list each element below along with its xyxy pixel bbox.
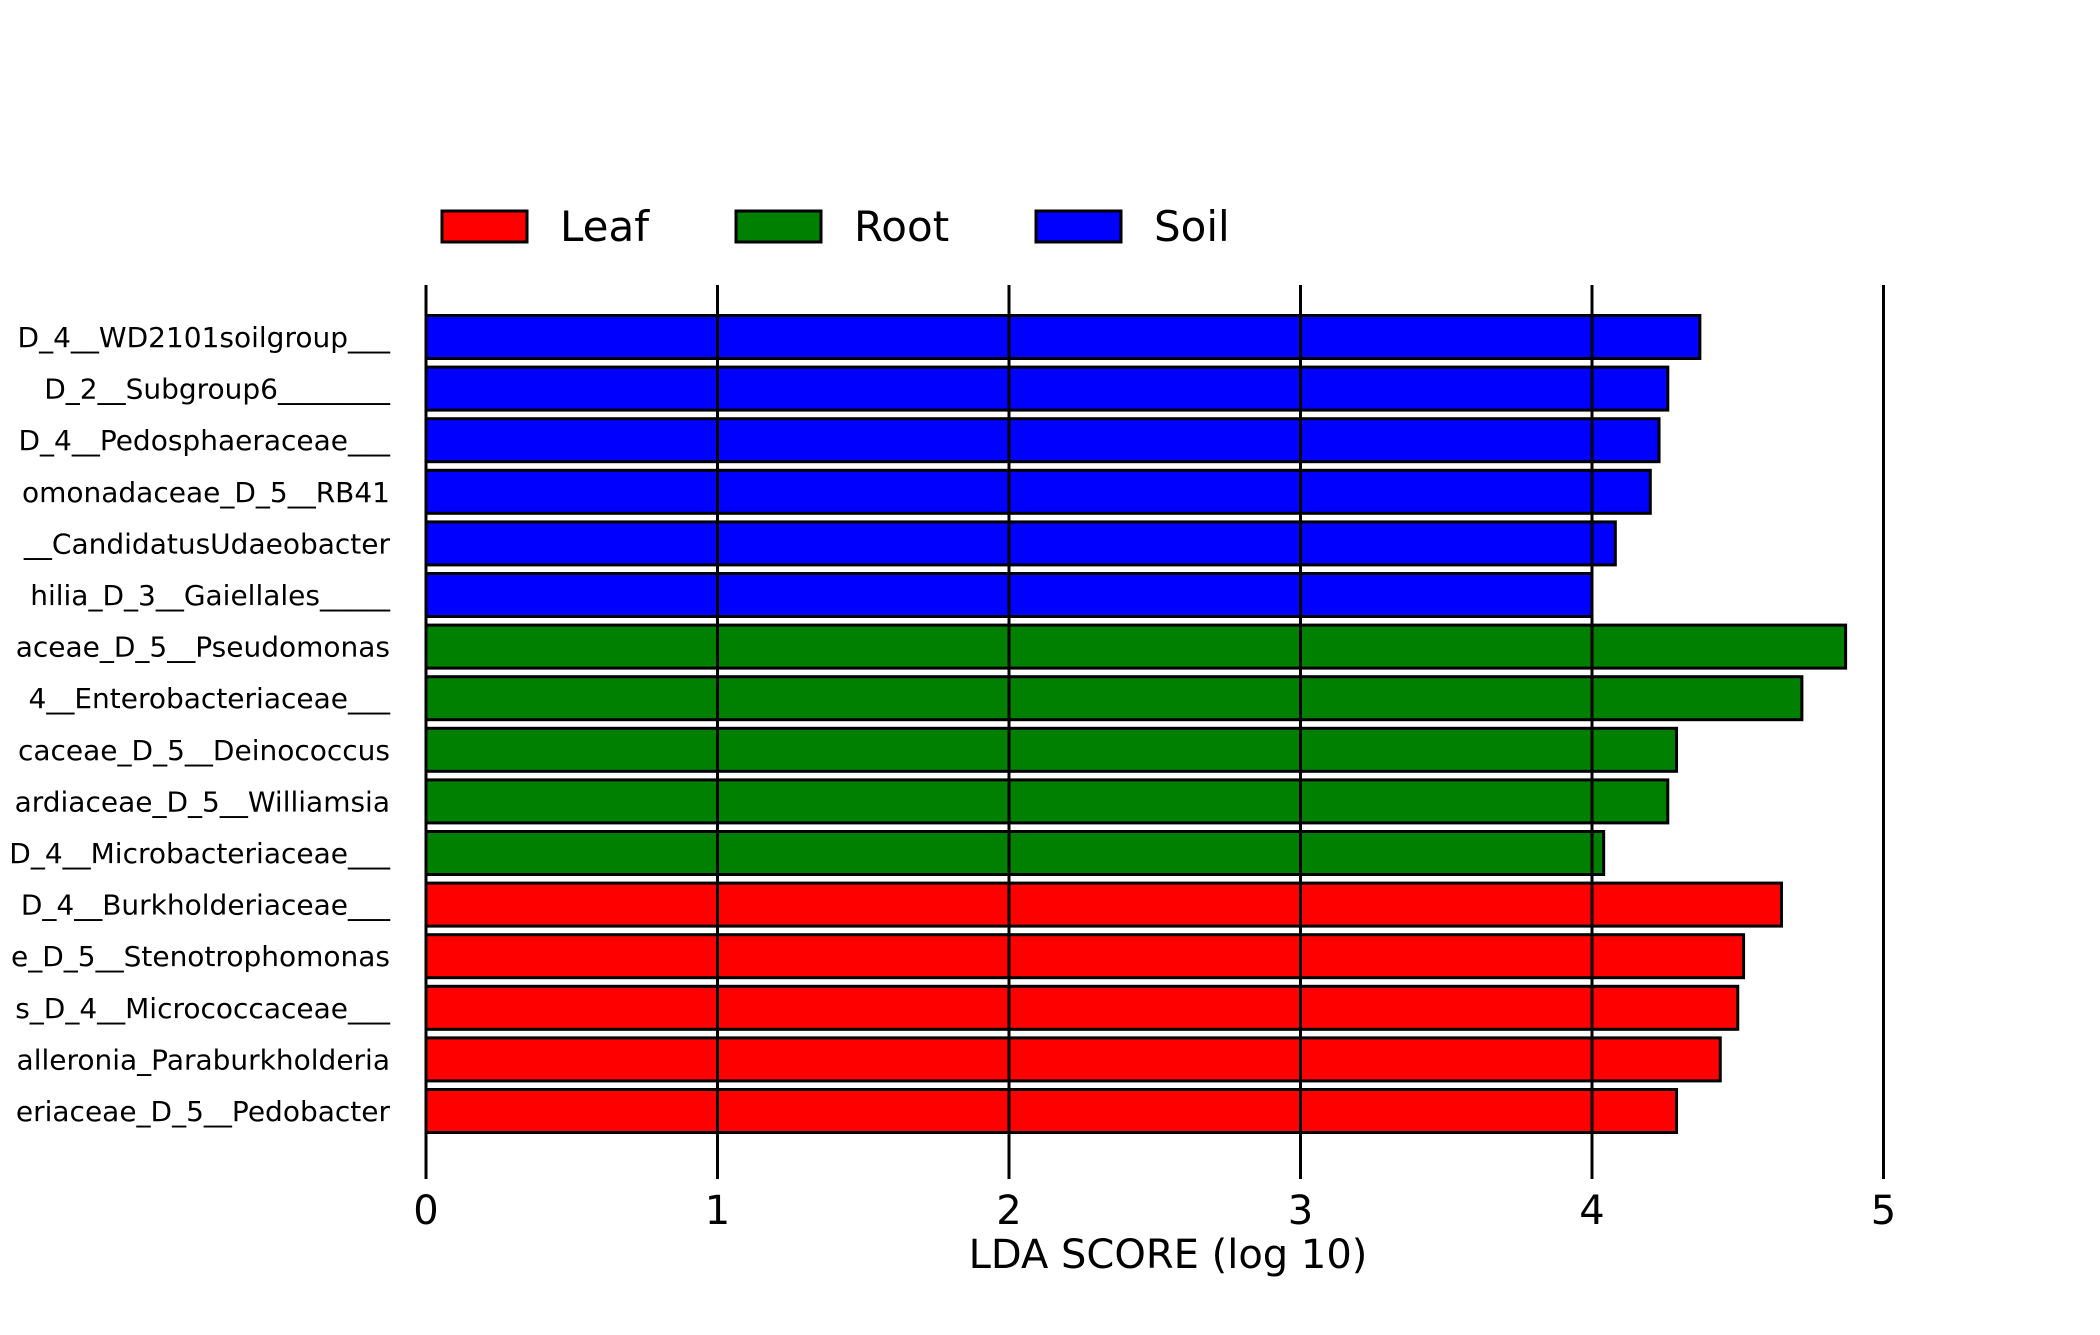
category-label: 4__Enterobacteriaceae___ — [29, 682, 391, 715]
legend-label: Root — [854, 202, 949, 251]
category-label: __CandidatusUdaeobacter — [23, 527, 391, 560]
grid-lines — [424, 285, 1885, 1165]
bar-soil — [424, 520, 1617, 567]
x-axis-title: LDA SCORE (log 10) — [969, 1232, 1368, 1278]
bar-leaf — [424, 984, 1740, 1031]
x-tick-label: 1 — [705, 1188, 730, 1234]
legend: Leaf Root Soil — [440, 202, 1230, 251]
category-label: D_4__Microbacteriaceae___ — [9, 837, 391, 870]
category-label: aceae_D_5__Pseudomonas — [16, 631, 390, 664]
x-tick-label: 0 — [413, 1188, 438, 1234]
x-tick-label: 2 — [996, 1188, 1021, 1234]
bar-root — [424, 778, 1670, 825]
legend-item-soil: Soil — [1034, 202, 1230, 251]
bar-root — [424, 830, 1606, 876]
bar-soil — [424, 314, 1702, 360]
legend-swatch — [440, 209, 529, 244]
legend-swatch — [1034, 209, 1123, 244]
bar-root — [424, 675, 1804, 722]
category-label: D_4__Burkholderiaceae___ — [21, 889, 391, 922]
category-label: omonadaceae_D_5__RB41 — [22, 476, 390, 509]
x-axis: 0 1 2 3 4 5 — [413, 1165, 1896, 1234]
bar-soil — [424, 365, 1670, 412]
category-label: alleronia_Paraburkholderia — [17, 1043, 390, 1076]
x-tick-label: 4 — [1579, 1188, 1604, 1234]
bar-leaf — [424, 933, 1746, 980]
legend-item-root: Root — [734, 202, 949, 251]
category-label: D_2__Subgroup6________ — [44, 373, 391, 406]
bar-root — [424, 726, 1679, 773]
x-tick-label: 5 — [1871, 1188, 1896, 1234]
legend-swatch — [734, 209, 823, 244]
category-label: D_4__WD2101soilgroup___ — [18, 321, 391, 354]
legend-label: Leaf — [560, 202, 650, 251]
bar-soil — [424, 468, 1652, 515]
legend-item-leaf: Leaf — [440, 202, 650, 251]
category-label: hilia_D_3__Gaiellales_____ — [30, 579, 391, 612]
category-label: caceae_D_5__Deinococcus — [18, 734, 390, 767]
x-tick-label: 3 — [1288, 1188, 1313, 1234]
legend-label: Soil — [1154, 202, 1230, 251]
bar-soil — [424, 417, 1661, 464]
bar-leaf — [424, 1036, 1722, 1083]
bars — [424, 314, 1848, 1134]
bar-leaf — [424, 1088, 1679, 1134]
category-label: s_D_4__Micrococcaceae___ — [15, 992, 391, 1025]
bar-leaf — [424, 881, 1783, 928]
category-labels: D_4__WD2101soilgroup___ D_2__Subgroup6___… — [9, 321, 391, 1128]
category-label: D_4__Pedosphaeraceae___ — [18, 424, 391, 457]
category-label: ardiaceae_D_5__Williamsia — [15, 785, 390, 818]
category-label: eriaceae_D_5__Pedobacter — [16, 1095, 391, 1128]
category-label: e_D_5__Stenotrophomonas — [11, 940, 390, 973]
bar-root — [424, 623, 1848, 670]
grid-lines-overlay — [716, 285, 1594, 1165]
